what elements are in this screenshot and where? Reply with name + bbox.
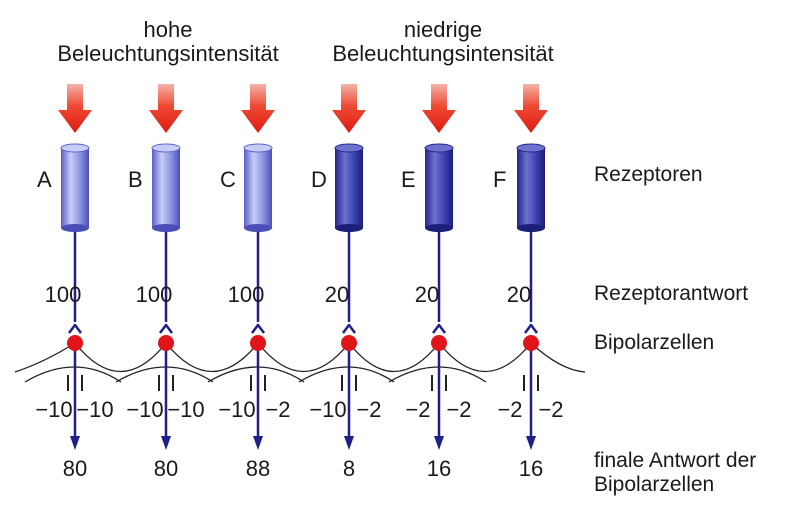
inhibition-left-C: −10: [218, 397, 256, 422]
receptor-cylinder-top: [243, 143, 273, 153]
receptor-column-D: [332, 84, 366, 450]
receptor-cylinder-bottom: [335, 224, 363, 232]
network-arc-down: [74, 342, 167, 373]
receptor-cylinder-top: [334, 143, 364, 153]
label-finale-antwort-line2: Bipolarzellen: [594, 473, 715, 496]
inhibition-left-F: −2: [497, 397, 523, 422]
network-arc-down: [348, 342, 440, 373]
network-arc-up: [298, 366, 395, 383]
header-low-line1: niedrige: [403, 17, 483, 42]
label-rezeptoren: Rezeptoren: [594, 163, 703, 186]
light-arrow: [514, 84, 548, 133]
light-arrow: [332, 84, 366, 133]
label-bipolarzellen: Bipolarzellen: [594, 331, 715, 354]
final-response-D: 8: [342, 456, 356, 481]
receptor-cylinder-bottom: [244, 224, 272, 232]
header-high-line1: hohe: [143, 17, 193, 42]
inhibition-right-C: −2: [265, 397, 291, 422]
bipolar-cell: [67, 335, 83, 351]
receptor-response-A: 100: [44, 282, 82, 307]
header-high-line2: Beleuchtungsintensität: [57, 41, 279, 66]
network-arc-down: [438, 342, 532, 373]
inhibition-right-B: −10: [167, 397, 205, 422]
receptor-label-E: E: [401, 167, 416, 192]
receptor-cylinder-top: [516, 143, 546, 153]
receptor-response-B: 100: [135, 282, 173, 307]
inhibition-right-E: −2: [446, 397, 472, 422]
receptor-response-E: 20: [414, 282, 440, 307]
receptor-response-F: 20: [506, 282, 532, 307]
bipolar-arrow-head: [161, 436, 171, 450]
receptor-cylinder: [244, 148, 272, 228]
inhibition-right-F: −2: [538, 397, 564, 422]
bipolar-cell: [250, 335, 266, 351]
network-arc-down: [165, 342, 259, 373]
receptor-cylinder-top: [60, 143, 90, 153]
receptor-column-B: [149, 84, 183, 450]
bipolar-cell: [431, 335, 447, 351]
label-finale-antwort: finale Antwort der Bipolarzellen: [594, 449, 756, 497]
final-response-B: 80: [153, 456, 179, 481]
receptor-column-E: [422, 84, 456, 450]
network-arc-down: [257, 342, 350, 373]
receptor-column-C: [241, 84, 275, 450]
receptor-label-B: B: [128, 167, 143, 192]
bipolar-cell: [158, 335, 174, 351]
synapse-cap: [251, 323, 265, 334]
header-low-intensity: niedrige Beleuchtungsintensität: [332, 18, 664, 66]
final-response-F: 16: [518, 456, 544, 481]
bipolar-cell: [523, 335, 539, 351]
receptor-response-C: 100: [227, 282, 265, 307]
synapse-cap: [524, 323, 538, 334]
inhibition-right-D: −2: [356, 397, 382, 422]
receptor-response-D: 20: [324, 282, 350, 307]
receptor-cylinder: [425, 148, 453, 228]
label-rezeptorantwort: Rezeptorantwort: [594, 282, 749, 305]
receptor-label-D: D: [311, 167, 327, 192]
bipolar-arrow-head: [344, 436, 354, 450]
inhibition-left-E: −2: [405, 397, 431, 422]
inhibition-right-A: −10: [76, 397, 114, 422]
receptor-column-A: [58, 84, 92, 450]
synapse-cap: [68, 323, 82, 334]
synapse-cap: [432, 323, 446, 334]
bipolar-arrow-head: [526, 436, 536, 450]
final-response-A: 80: [62, 456, 88, 481]
receptor-cylinder-bottom: [517, 224, 545, 232]
bipolar-arrow-head: [253, 436, 263, 450]
inhibition-left-D: −10: [309, 397, 347, 422]
light-arrow: [422, 84, 456, 133]
receptor-cylinder: [61, 148, 89, 228]
light-arrow: [241, 84, 275, 133]
label-finale-antwort-line1: finale Antwort der: [594, 449, 757, 472]
receptor-cylinder: [517, 148, 545, 228]
synapse-cap: [342, 323, 356, 334]
bipolar-cell: [341, 335, 357, 351]
network-arc-end: [530, 342, 586, 373]
bipolar-arrow-head: [434, 436, 444, 450]
receptor-cylinder: [335, 148, 363, 228]
receptor-cylinder-bottom: [61, 224, 89, 232]
receptor-cylinder-top: [424, 143, 454, 153]
receptor-label-C: C: [220, 167, 236, 192]
inhibition-left-B: −10: [126, 397, 164, 422]
final-response-E: 16: [426, 456, 452, 481]
header-low-line2: Beleuchtungsintensität: [332, 41, 554, 66]
horizontal-cell-network: [14, 342, 586, 383]
receptor-label-A: A: [37, 167, 52, 192]
receptor-cylinder-bottom: [152, 224, 180, 232]
bipolar-arrow-head: [70, 436, 80, 450]
light-arrow: [149, 84, 183, 133]
header-high-intensity: hohe Beleuchtungsintensität: [57, 18, 389, 66]
receptor-column-F: [514, 84, 548, 450]
inhibition-left-A: −10: [35, 397, 73, 422]
receptor-cylinder-top: [151, 143, 181, 153]
synapse-cap: [159, 323, 173, 334]
light-arrow: [58, 84, 92, 133]
receptor-cylinder: [152, 148, 180, 228]
receptor-cylinder-bottom: [425, 224, 453, 232]
receptor-label-F: F: [493, 167, 507, 192]
final-response-C: 88: [245, 456, 271, 481]
